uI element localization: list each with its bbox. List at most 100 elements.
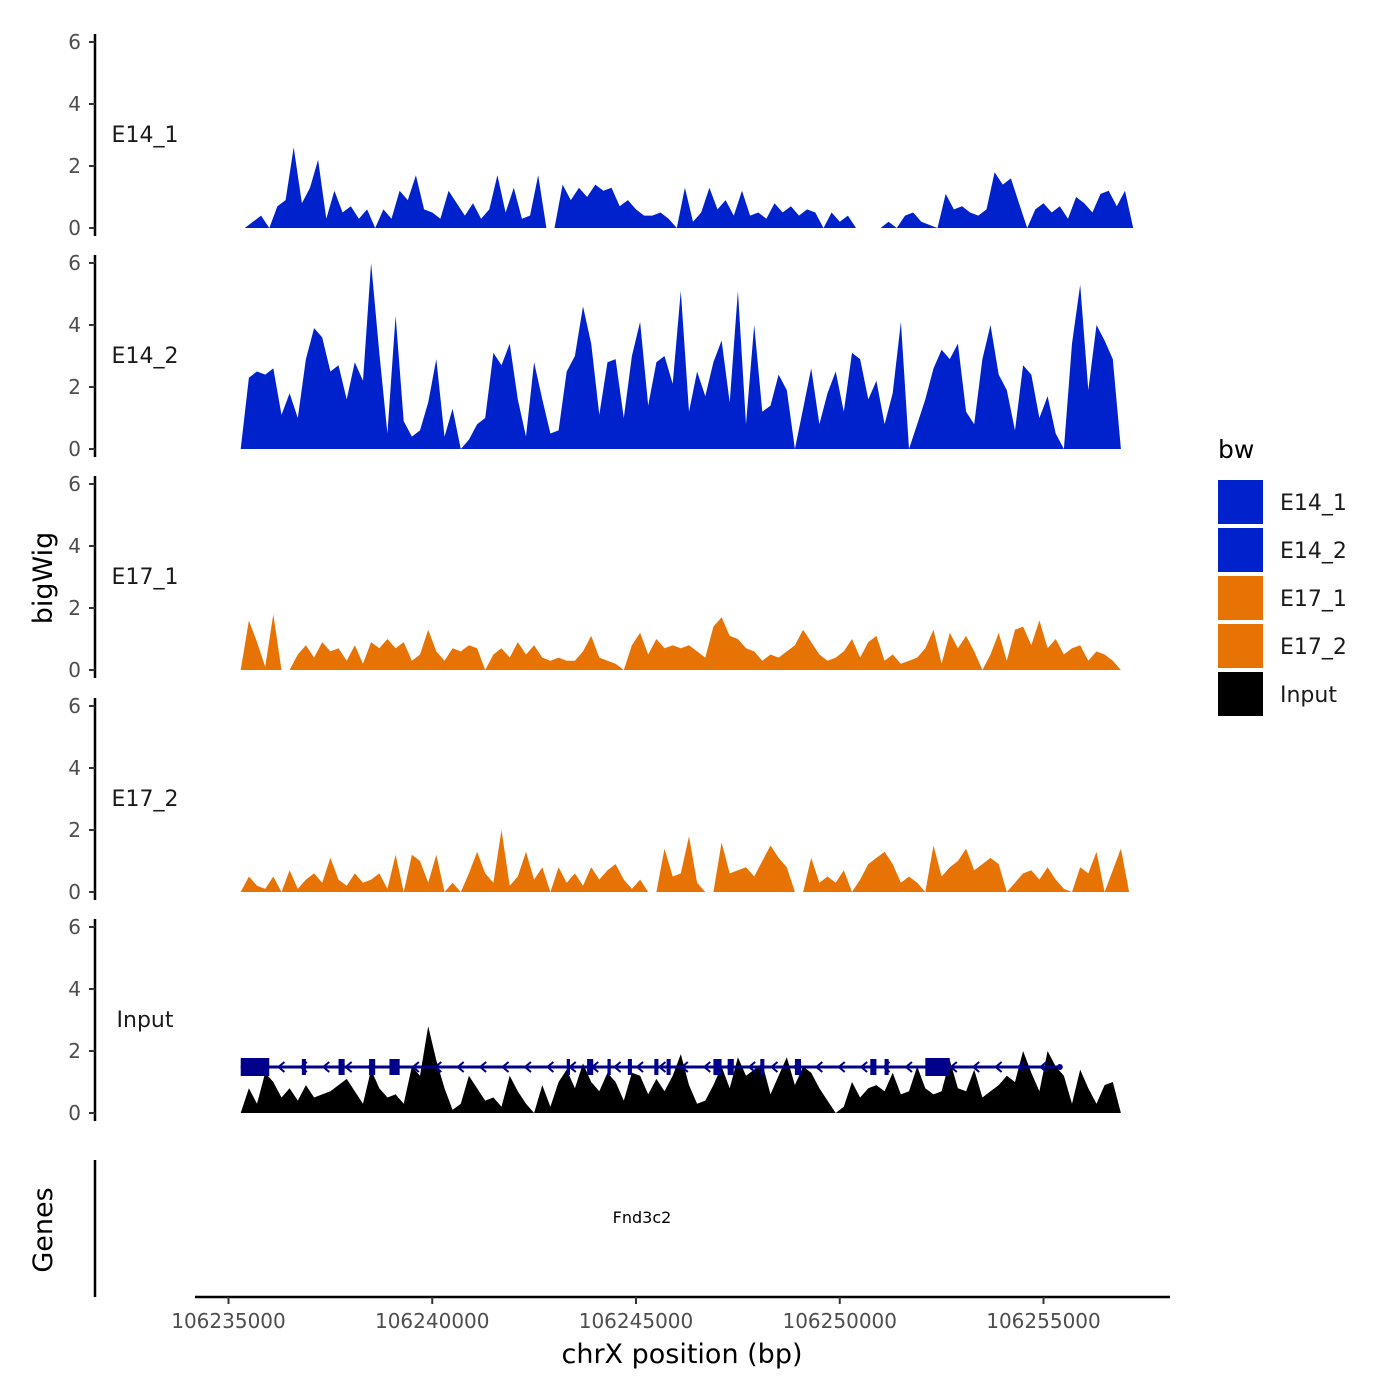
- gene-exon: [760, 1059, 765, 1075]
- area-E14_1: [244, 147, 1134, 228]
- x-tick-label: 106240000: [375, 1309, 490, 1333]
- strand-arrow: [702, 1061, 711, 1073]
- gene-exon: [587, 1059, 594, 1075]
- strand-arrow: [680, 1061, 689, 1073]
- y-tick-label: 0: [68, 216, 81, 240]
- y-axis-title: bigWig: [28, 532, 59, 625]
- gene-name-label: Fnd3c2: [613, 1208, 672, 1227]
- gene-exon: [794, 1059, 802, 1075]
- track-label: E14_2: [112, 344, 179, 369]
- gene-exon: [870, 1059, 877, 1075]
- strand-arrow: [1016, 1061, 1025, 1073]
- strand-arrow: [1038, 1061, 1048, 1073]
- strand-arrow: [545, 1061, 555, 1073]
- track-Input: 0 2 4 6 Input: [68, 915, 1121, 1125]
- y-tick-label: 2: [68, 818, 81, 842]
- gene-end-cap: [1056, 1064, 1063, 1070]
- legend-swatch-Input: [1218, 672, 1263, 716]
- y-tick-label: 0: [68, 658, 81, 682]
- y-tick-label: 0: [68, 880, 81, 904]
- gene-exon: [925, 1058, 950, 1076]
- y-tick-label: 2: [68, 375, 81, 399]
- track-E17_2: 0 2 4 6 E17_2: [68, 694, 1130, 904]
- area-E17_2: [240, 830, 1130, 892]
- y-tick-label: 4: [68, 534, 81, 558]
- y-tick-label: 4: [68, 92, 81, 116]
- y-tick-label: 6: [68, 251, 81, 275]
- gene-exon: [338, 1059, 345, 1075]
- gene-exon: [884, 1059, 889, 1075]
- strand-arrow: [344, 1061, 353, 1073]
- x-axis-title: chrX position (bp): [561, 1339, 802, 1370]
- x-axis: 106235000 106240000 106245000 106250000 1062…: [171, 1295, 1170, 1333]
- gene-panel-title: Genes: [28, 1187, 59, 1272]
- legend-label-E14_1: E14_1: [1280, 491, 1347, 516]
- strand-arrow: [501, 1061, 510, 1073]
- gene-exon: [301, 1059, 306, 1075]
- y-tick-label: 2: [68, 154, 81, 178]
- y-tick-label: 2: [68, 1039, 81, 1063]
- gene-panel: [93, 1058, 1063, 1297]
- y-tick-label: 4: [68, 977, 81, 1001]
- strand-arrow: [837, 1061, 846, 1073]
- strand-arrow: [456, 1061, 465, 1073]
- x-tick-label: 106245000: [579, 1309, 694, 1333]
- strand-arrow: [747, 1061, 756, 1073]
- gene-exon: [566, 1059, 570, 1075]
- area-Input: [240, 1026, 1121, 1113]
- legend-title: bw: [1218, 435, 1254, 464]
- y-tick-label: 4: [68, 313, 81, 337]
- y-tick-label: 6: [68, 472, 81, 496]
- x-tick-label: 106235000: [171, 1309, 286, 1333]
- gene-exon: [240, 1058, 270, 1076]
- track-E17_1: 0 2 4 6 E17_1: [68, 472, 1121, 682]
- strand-arrow: [321, 1061, 330, 1073]
- area-E14_2: [240, 263, 1121, 449]
- strand-arrow: [635, 1061, 644, 1073]
- track-label: E17_2: [112, 787, 179, 812]
- track-label: E14_1: [112, 123, 179, 148]
- legend-swatch-E14_1: [1218, 480, 1263, 524]
- strand-arrow: [613, 1061, 622, 1073]
- strand-arrow: [994, 1061, 1003, 1073]
- y-tick-label: 4: [68, 756, 81, 780]
- y-tick-label: 6: [68, 915, 81, 939]
- gene-exon: [713, 1059, 722, 1075]
- strand-arrow: [769, 1061, 779, 1073]
- track-label: Input: [117, 1008, 174, 1033]
- legend-label-E17_1: E17_1: [1280, 587, 1347, 612]
- strand-arrow: [433, 1061, 442, 1073]
- gene-exon: [727, 1059, 734, 1075]
- legend-label-Input: Input: [1280, 683, 1337, 708]
- gene-exon: [666, 1059, 671, 1075]
- track-E14_1: 0 2 4 6 E14_1: [68, 30, 1134, 240]
- strand-arrow: [971, 1061, 980, 1073]
- strand-arrow: [657, 1061, 667, 1073]
- strand-arrow: [949, 1061, 958, 1073]
- legend-label-E14_2: E14_2: [1280, 539, 1347, 564]
- y-tick-label: 6: [68, 694, 81, 718]
- gene-exon: [389, 1059, 400, 1075]
- legend-swatch-E17_1: [1218, 576, 1263, 620]
- area-E17_1: [240, 614, 1121, 670]
- strand-arrow: [859, 1061, 868, 1073]
- x-tick-label: 106255000: [986, 1309, 1101, 1333]
- y-tick-label: 6: [68, 30, 81, 54]
- strand-arrow: [276, 1061, 286, 1073]
- strand-arrow: [411, 1061, 420, 1073]
- y-tick-label: 0: [68, 437, 81, 461]
- track-E14_2: 0 2 4 6 E14_2: [68, 251, 1121, 461]
- legend-label-E17_2: E17_2: [1280, 635, 1347, 660]
- track-label: E17_1: [112, 565, 179, 590]
- strand-arrow: [523, 1061, 532, 1073]
- gene-exon: [654, 1059, 659, 1075]
- coverage-tracks: 0 2 4 6 E14_1 0 2 4 6 E14_2 0 2 4 6 E17_1 0 2 4 6 E17_2 0 2 4 6…: [68, 30, 1134, 1125]
- gene-exon: [627, 1059, 632, 1075]
- gene-exon: [369, 1059, 376, 1075]
- legend-swatch-E14_2: [1218, 528, 1263, 572]
- strand-arrow: [904, 1061, 913, 1073]
- x-tick-label: 106250000: [782, 1309, 897, 1333]
- strand-arrow: [478, 1061, 487, 1073]
- y-tick-label: 0: [68, 1101, 81, 1125]
